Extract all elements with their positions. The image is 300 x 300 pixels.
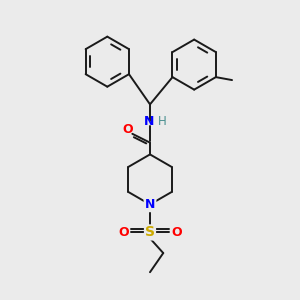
Text: N: N <box>145 198 155 211</box>
Text: N: N <box>144 115 154 128</box>
Text: O: O <box>171 226 181 239</box>
Text: S: S <box>145 225 155 239</box>
Text: H: H <box>158 115 167 128</box>
Text: O: O <box>122 123 133 136</box>
Text: O: O <box>118 226 129 239</box>
